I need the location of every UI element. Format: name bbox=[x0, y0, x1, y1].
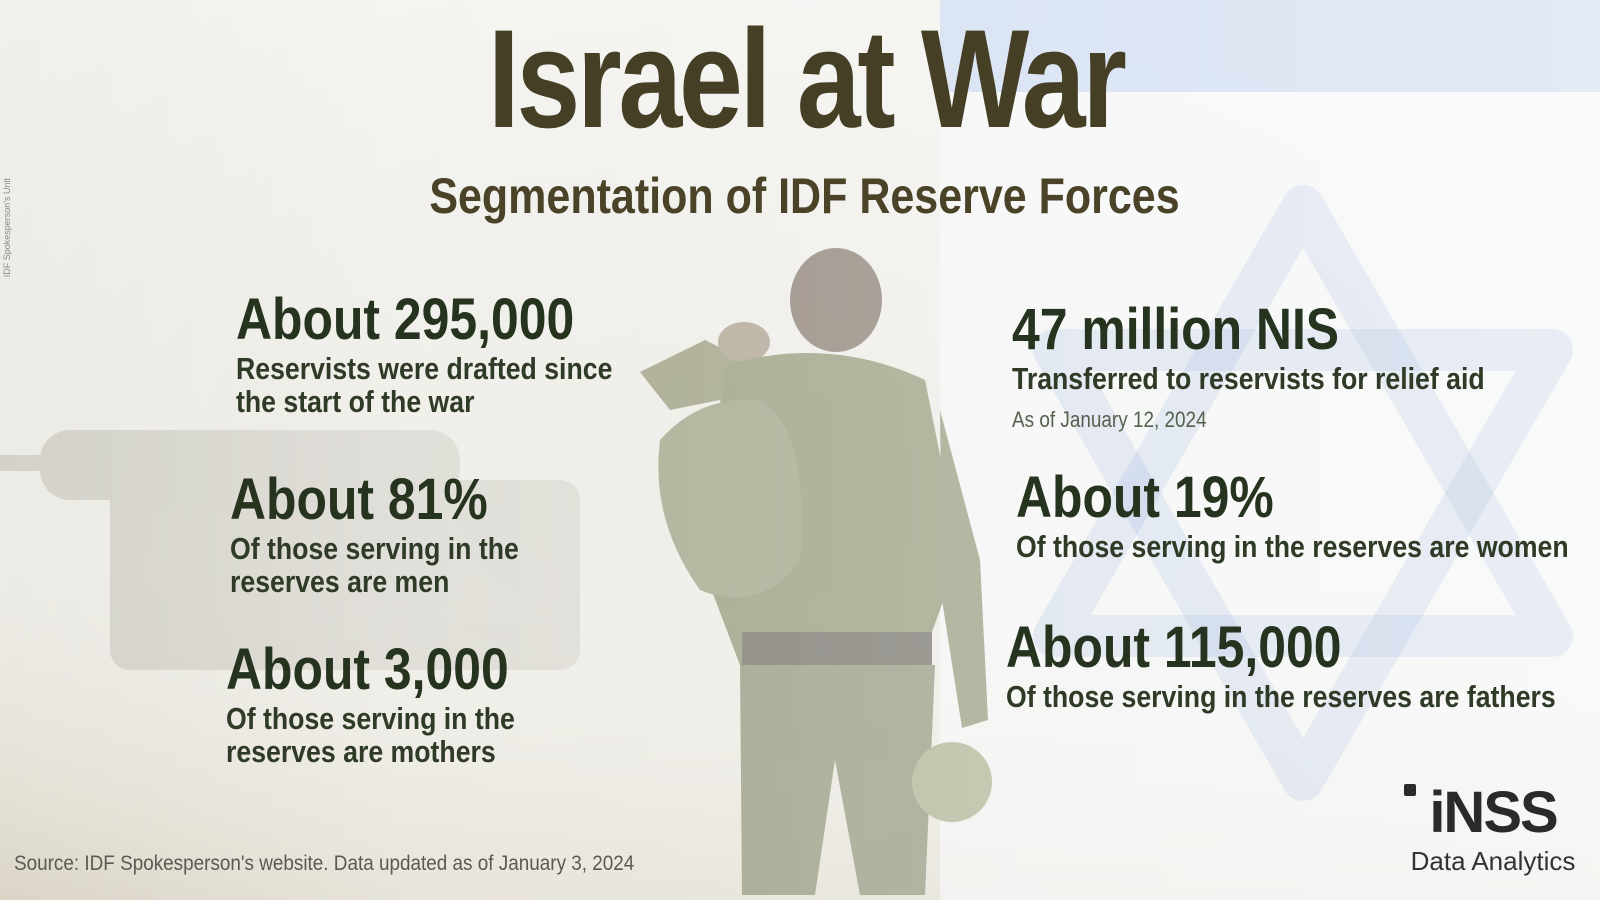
stat-note: As of January 12, 2024 bbox=[1012, 407, 1207, 432]
photo-credit: IDF Spokesperson's Unit bbox=[2, 178, 12, 278]
inss-logo: iNSS Data Analytics bbox=[1398, 780, 1588, 877]
source-note: Source: IDF Spokesperson's website. Data… bbox=[14, 852, 635, 875]
stat-value: About 19% bbox=[1016, 465, 1274, 530]
stat-men-share: About 81% Of those serving in the reserv… bbox=[230, 467, 519, 599]
stat-mothers: About 3,000 Of those serving in the rese… bbox=[226, 637, 515, 769]
stat-description: the start of the war bbox=[236, 384, 475, 419]
stat-value: 47 million NIS bbox=[1012, 297, 1340, 362]
stat-description: reserves are mothers bbox=[226, 734, 496, 769]
logo-tagline: Data Analytics bbox=[1410, 846, 1576, 876]
stat-value: About 295,000 bbox=[236, 287, 575, 352]
stat-value: About 115,000 bbox=[1006, 615, 1342, 680]
stat-description: Of those serving in the reserves are fat… bbox=[1006, 679, 1556, 714]
inss-logo-icon: iNSS bbox=[1404, 780, 1559, 842]
stat-description: Of those serving in the reserves are wom… bbox=[1016, 529, 1569, 564]
stat-description: Of those serving in the bbox=[230, 531, 519, 566]
stat-value: About 3,000 bbox=[226, 637, 509, 702]
logo-wordmark: iNSS bbox=[1429, 780, 1557, 842]
page-title: Israel at War bbox=[487, 0, 1127, 157]
stat-description: Of those serving in the bbox=[226, 701, 515, 736]
stat-reservists-drafted: About 295,000 Reservists were drafted si… bbox=[236, 287, 613, 419]
page-subtitle: Segmentation of IDF Reserve Forces bbox=[429, 168, 1180, 224]
stat-women-share: About 19% Of those serving in the reserv… bbox=[1016, 465, 1569, 564]
stat-value: About 81% bbox=[230, 467, 488, 532]
stat-relief-aid: 47 million NIS Transferred to reservists… bbox=[1012, 298, 1485, 433]
stat-fathers: About 115,000 Of those serving in the re… bbox=[1006, 615, 1556, 714]
stat-description: reserves are men bbox=[230, 564, 450, 599]
stat-description: Transferred to reservists for relief aid bbox=[1012, 361, 1485, 396]
stat-description: Reservists were drafted since bbox=[236, 351, 613, 386]
